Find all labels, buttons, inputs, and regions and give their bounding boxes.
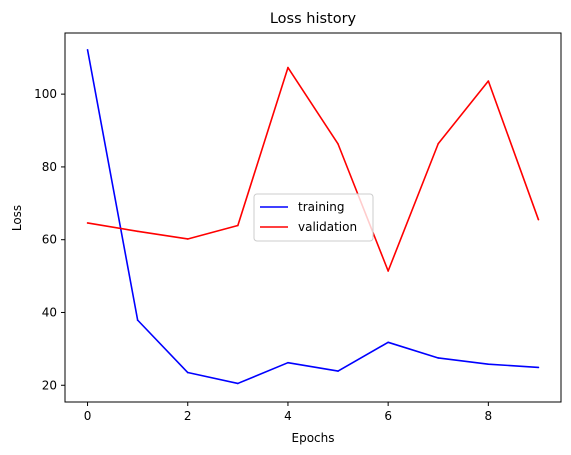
- legend: training validation: [253, 193, 374, 242]
- data-point-validation: [337, 143, 339, 145]
- y-tick-label: 60: [42, 233, 57, 247]
- y-tick-label: 40: [42, 305, 57, 319]
- y-tick-label: 80: [42, 160, 57, 174]
- y-tick-label: 20: [42, 378, 57, 392]
- y-tick-label: 100: [34, 87, 57, 101]
- data-point-validation: [387, 270, 389, 272]
- y-axis-ticks: 20 40 60 80 100: [34, 87, 65, 392]
- x-tick-label: 2: [184, 409, 192, 423]
- legend-label-validation: validation: [298, 220, 357, 234]
- data-point-training: [387, 341, 389, 344]
- x-tick-label: 8: [485, 409, 493, 423]
- data-point-training: [237, 382, 239, 385]
- data-point-training: [136, 319, 139, 321]
- data-point-validation: [86, 222, 89, 224]
- x-axis-title: Epochs: [292, 431, 335, 445]
- chart-title: Loss history: [270, 11, 357, 27]
- data-point-training: [186, 371, 189, 374]
- data-point-training: [337, 370, 339, 372]
- x-tick-label: 0: [84, 409, 92, 423]
- legend-box: [253, 193, 374, 242]
- data-point-validation: [287, 66, 289, 69]
- data-point-training: [437, 357, 440, 359]
- data-point-training: [537, 366, 540, 369]
- data-point-training: [487, 363, 490, 365]
- data-point-training: [287, 361, 289, 364]
- y-axis-title: Loss: [10, 205, 24, 231]
- x-tick-label: 4: [284, 409, 292, 423]
- data-point-validation: [186, 238, 189, 240]
- data-point-validation: [136, 230, 139, 233]
- data-point-validation: [487, 80, 490, 82]
- data-point-validation: [237, 224, 239, 227]
- data-point-validation: [437, 142, 440, 145]
- legend-label-training: training: [298, 200, 345, 214]
- x-axis-ticks: 0 2 4 6 8: [84, 402, 492, 423]
- series-line-validation: [87, 66, 540, 272]
- series-layer: [86, 48, 540, 385]
- data-point-training: [86, 48, 89, 51]
- series-line-training: [86, 49, 539, 385]
- x-tick-label: 6: [384, 409, 392, 423]
- data-point-validation: [537, 218, 540, 221]
